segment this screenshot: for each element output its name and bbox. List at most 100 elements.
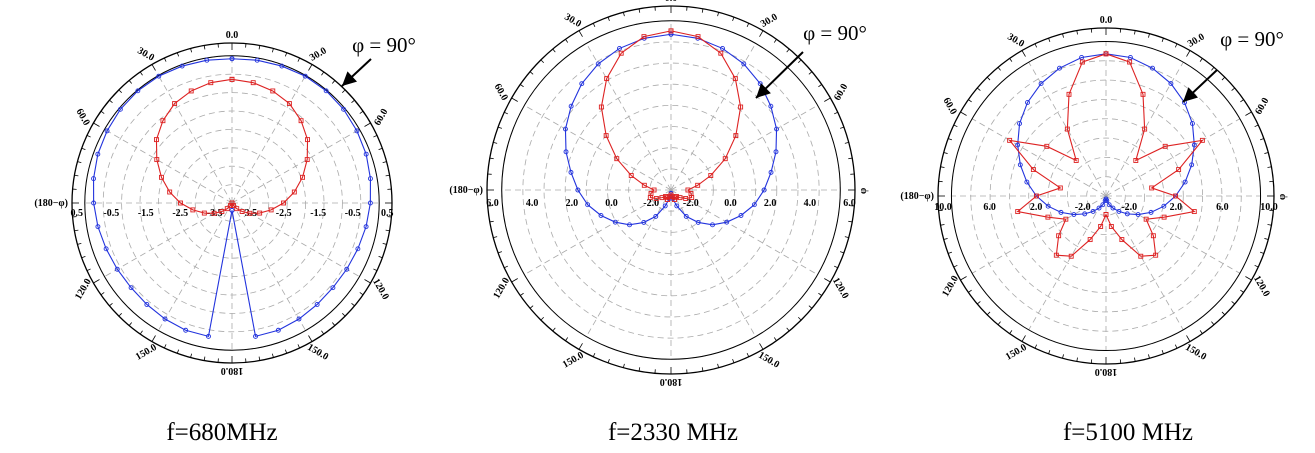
data-point-circle bbox=[254, 57, 260, 63]
frame-tick bbox=[552, 48, 556, 53]
frame-tick bbox=[109, 99, 113, 104]
callout-label: φ = 90° bbox=[803, 21, 867, 45]
data-point-square bbox=[689, 195, 695, 200]
frame-tick bbox=[833, 265, 838, 269]
frame-tick bbox=[1148, 33, 1150, 38]
frame-tick bbox=[364, 122, 371, 127]
side-label-left: (180−φ) bbox=[900, 191, 934, 202]
data-point-circle bbox=[91, 176, 97, 182]
grid-spoke bbox=[104, 129, 233, 204]
frame-tick bbox=[1240, 289, 1244, 293]
side-label-right: φ bbox=[1277, 194, 1288, 200]
data-point-square bbox=[1138, 253, 1144, 259]
data-point-circle bbox=[1045, 203, 1051, 209]
angle-label-mirror: 150.0 bbox=[1004, 342, 1029, 363]
grid-spoke bbox=[104, 202, 233, 277]
data-point-circle bbox=[768, 169, 774, 175]
frame-tick bbox=[824, 97, 831, 102]
radial-tick-label: 0.0 bbox=[605, 198, 618, 209]
data-point-circle bbox=[1102, 198, 1108, 204]
radial-tick-label: 4.0 bbox=[526, 198, 539, 209]
data-point-square bbox=[201, 210, 207, 216]
radial-tick-label: 0.5 bbox=[381, 208, 394, 219]
data-point-circle bbox=[710, 222, 715, 228]
grid-spoke bbox=[524, 189, 672, 275]
frame-tick bbox=[578, 343, 583, 350]
frame-tick bbox=[497, 251, 502, 254]
frame-tick bbox=[378, 255, 383, 259]
frame-tick bbox=[943, 152, 948, 154]
frame-tick bbox=[1264, 238, 1269, 240]
frame-tick bbox=[385, 229, 390, 232]
data-point-square bbox=[1098, 223, 1104, 229]
frame-tick bbox=[203, 45, 206, 50]
frame-tick bbox=[359, 292, 364, 296]
frame-tick bbox=[284, 349, 288, 354]
radial-tick-label: -0.5 bbox=[103, 208, 119, 219]
data-point-circle bbox=[144, 302, 150, 307]
data-point-circle bbox=[229, 56, 235, 62]
frame-tick bbox=[1021, 50, 1026, 57]
data-point-circle bbox=[720, 45, 725, 51]
data-point-circle bbox=[668, 31, 674, 37]
frame-tick bbox=[943, 238, 948, 240]
frame-tick bbox=[607, 16, 610, 21]
frame-tick bbox=[378, 147, 383, 151]
data-point-square bbox=[304, 157, 310, 163]
data-point-square bbox=[153, 137, 159, 143]
data-point-square bbox=[683, 196, 689, 201]
frame-tick bbox=[100, 292, 105, 296]
frame-tick bbox=[1161, 349, 1164, 355]
frame-tick bbox=[308, 335, 313, 342]
frame-tick bbox=[1221, 76, 1226, 81]
frame-tick bbox=[128, 80, 133, 84]
frame-tick bbox=[86, 268, 91, 271]
angle-label-mirror: 120.0 bbox=[491, 276, 512, 301]
data-point-square bbox=[224, 206, 230, 212]
grid-circle bbox=[1066, 156, 1146, 236]
data-point-square bbox=[708, 173, 714, 178]
data-point-circle bbox=[1079, 55, 1085, 60]
angle-label: 30.0 bbox=[1186, 31, 1207, 49]
frame-tick bbox=[565, 39, 569, 43]
frame-tick bbox=[258, 45, 261, 50]
radial-tick-label: -1.5 bbox=[138, 208, 154, 219]
radial-tick-label: -1.5 bbox=[310, 208, 326, 219]
outer-ring bbox=[950, 40, 1262, 352]
data-point-square bbox=[229, 76, 235, 82]
frame-tick bbox=[93, 279, 100, 284]
frame-tick bbox=[940, 166, 945, 168]
frame-tick bbox=[190, 48, 193, 53]
frame-tick bbox=[746, 352, 750, 357]
angle-label-mirror: 60.0 bbox=[492, 82, 510, 103]
frame-tick bbox=[351, 99, 355, 104]
frame-tick bbox=[77, 161, 82, 164]
frame-tick bbox=[489, 157, 494, 160]
data-point-square bbox=[1173, 193, 1179, 199]
data-point-square bbox=[1161, 214, 1167, 220]
frame-tick bbox=[638, 367, 641, 372]
data-point-square bbox=[1119, 237, 1125, 243]
data-point-square bbox=[738, 104, 744, 110]
data-point-square bbox=[664, 194, 670, 200]
data-point-square bbox=[188, 88, 194, 94]
data-point-circle bbox=[768, 103, 774, 109]
frame-tick bbox=[1034, 43, 1038, 48]
radial-tick-label: 6.0 bbox=[843, 198, 856, 209]
frame-tick bbox=[128, 322, 133, 326]
data-point-circle bbox=[741, 61, 747, 67]
angle-label: 120.0 bbox=[1251, 274, 1272, 299]
grid-spoke bbox=[971, 118, 1107, 197]
data-point-square bbox=[229, 200, 235, 206]
radial-tick-label: -2.5 bbox=[172, 208, 188, 219]
outer-ring bbox=[84, 55, 380, 351]
data-point-circle bbox=[1168, 81, 1174, 87]
data-point-square bbox=[1056, 233, 1062, 239]
frame-tick bbox=[592, 23, 596, 28]
radial-tick-label: 0.5 bbox=[71, 208, 84, 219]
data-point-square bbox=[286, 101, 292, 107]
data-point-square bbox=[1064, 126, 1070, 132]
data-point-circle bbox=[641, 219, 647, 225]
data-point-circle bbox=[585, 202, 591, 208]
data-point-circle bbox=[95, 224, 101, 230]
